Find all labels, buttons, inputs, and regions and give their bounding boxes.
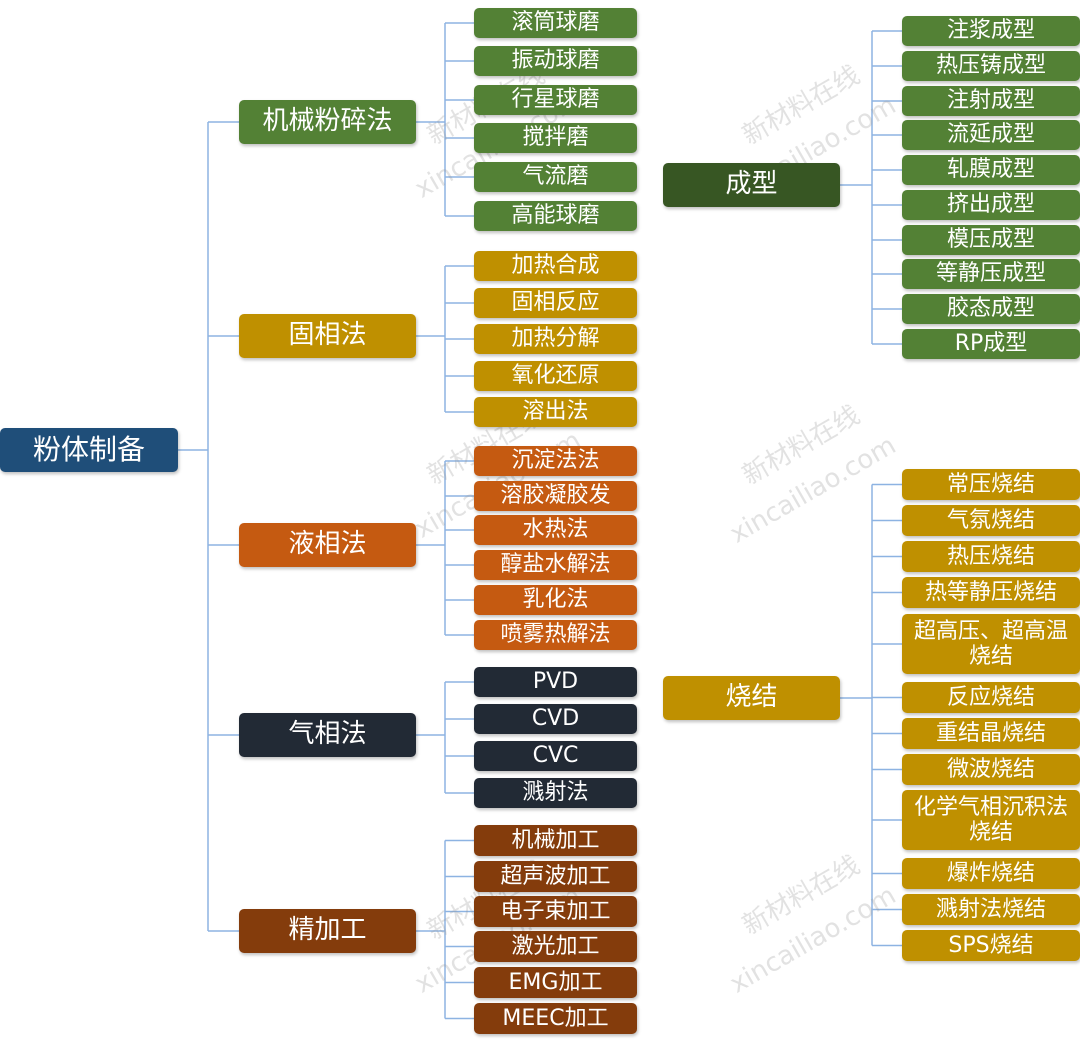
watermark-cn: 新材料在线 [737, 850, 866, 942]
leaf-fine: EMG加工 [474, 967, 637, 998]
watermark-en: xincailiao.com [724, 880, 902, 1000]
leaf-sintering: 气氛烧结 [902, 505, 1080, 536]
leaf-sintering: 化学气相沉积法烧结 [902, 790, 1080, 850]
leaf-forming: 等静压成型 [902, 259, 1080, 289]
sintering-node: 烧结 [663, 676, 840, 720]
leaf-solid: 加热分解 [474, 324, 637, 354]
leaf-liquid: 乳化法 [474, 585, 637, 615]
leaf-solid: 加热合成 [474, 251, 637, 281]
leaf-fine: 机械加工 [474, 825, 637, 856]
leaf-forming: 挤出成型 [902, 190, 1080, 220]
watermark-en: xincailiao.com [724, 430, 902, 550]
leaf-sintering: 热等静压烧结 [902, 577, 1080, 608]
leaf-fine: MEEC加工 [474, 1003, 637, 1034]
leaf-sintering: 微波烧结 [902, 754, 1080, 785]
category-liquid: 液相法 [239, 523, 416, 567]
leaf-forming: RP成型 [902, 329, 1080, 359]
leaf-forming: 胶态成型 [902, 294, 1080, 324]
leaf-fine: 电子束加工 [474, 896, 637, 927]
leaf-forming: 热压铸成型 [902, 51, 1080, 81]
leaf-mech: 搅拌磨 [474, 123, 637, 153]
forming-node: 成型 [663, 163, 840, 207]
watermark-cn: 新材料在线 [737, 400, 866, 492]
leaf-sintering: 爆炸烧结 [902, 858, 1080, 889]
leaf-solid: 溶出法 [474, 397, 637, 427]
leaf-liquid: 醇盐水解法 [474, 550, 637, 580]
leaf-mech: 行星球磨 [474, 85, 637, 115]
leaf-mech: 气流磨 [474, 162, 637, 192]
leaf-solid: 固相反应 [474, 288, 637, 318]
category-gas: 气相法 [239, 713, 416, 757]
leaf-forming: 注浆成型 [902, 16, 1080, 46]
leaf-liquid: 水热法 [474, 515, 637, 545]
leaf-sintering: SPS烧结 [902, 930, 1080, 961]
leaf-sintering: 溅射法烧结 [902, 894, 1080, 925]
leaf-liquid: 喷雾热解法 [474, 620, 637, 650]
leaf-liquid: 溶胶凝胶发 [474, 481, 637, 511]
leaf-sintering: 反应烧结 [902, 682, 1080, 713]
leaf-gas: 溅射法 [474, 778, 637, 808]
leaf-gas: CVC [474, 741, 637, 771]
leaf-forming: 流延成型 [902, 120, 1080, 150]
leaf-sintering: 常压烧结 [902, 469, 1080, 500]
leaf-gas: PVD [474, 667, 637, 697]
leaf-liquid: 沉淀法法 [474, 446, 637, 476]
leaf-forming: 注射成型 [902, 86, 1080, 116]
leaf-forming: 轧膜成型 [902, 155, 1080, 185]
leaf-mech: 振动球磨 [474, 46, 637, 76]
leaf-fine: 激光加工 [474, 931, 637, 962]
leaf-forming: 模压成型 [902, 225, 1080, 255]
leaf-fine: 超声波加工 [474, 861, 637, 892]
leaf-mech: 滚筒球磨 [474, 8, 637, 38]
leaf-sintering: 重结晶烧结 [902, 718, 1080, 749]
watermark-cn: 新材料在线 [737, 60, 866, 152]
leaf-mech: 高能球磨 [474, 201, 637, 231]
category-solid: 固相法 [239, 314, 416, 358]
leaf-sintering: 超高压、超高温烧结 [902, 614, 1080, 674]
category-fine: 精加工 [239, 909, 416, 953]
leaf-gas: CVD [474, 704, 637, 734]
leaf-sintering: 热压烧结 [902, 541, 1080, 572]
leaf-solid: 氧化还原 [474, 361, 637, 391]
category-mech: 机械粉碎法 [239, 100, 416, 144]
root-node: 粉体制备 [0, 428, 178, 472]
